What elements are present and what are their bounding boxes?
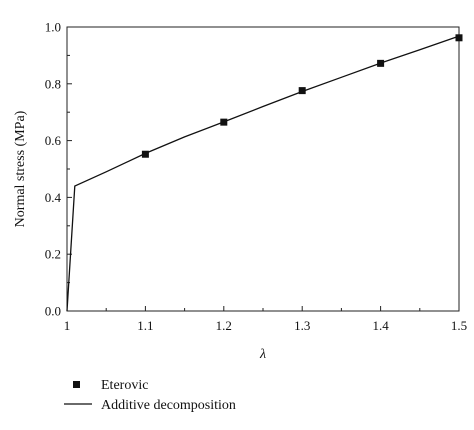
y-tick-label: 0.4 [45,190,62,205]
x-tick-label: 1.2 [216,318,232,333]
data-point-eterovic [220,118,228,126]
x-axis: 1 1.1 1.2 1.3 1.4 1.5 [64,306,467,333]
y-tick-label: 0.0 [45,304,61,319]
y-tick-label: 0.6 [45,133,62,148]
x-tick-label: 1.5 [451,318,467,333]
data-point-eterovic [141,150,149,158]
data-point-eterovic [377,59,385,67]
x-tick-label: 1.3 [294,318,310,333]
plot-area [66,26,460,312]
y-tick-label: 0.8 [45,76,61,91]
y-tick-label: 1.0 [45,20,61,35]
y-axis-title: Normal stress (MPa) [13,110,28,227]
x-tick-label: 1.1 [137,318,153,333]
x-tick-label: 1.4 [372,318,389,333]
y-axis: 0.0 0.2 0.4 0.6 0.8 1.0 [45,20,72,319]
x-axis-title: λ [259,347,266,362]
y-tick-label: 0.2 [45,247,61,262]
legend-label-eterovic: Eterovic [101,378,148,393]
legend: Eterovic Additive decomposition [64,378,236,413]
series-layer [66,34,463,312]
data-point-eterovic [455,34,463,42]
data-point-eterovic [298,87,306,95]
x-tick-label: 1 [64,318,71,333]
series-line-additive-decomposition [66,35,460,312]
plot-frame [66,26,460,312]
legend-marker-eterovic [73,381,80,388]
legend-label-additive-decomposition: Additive decomposition [101,398,236,413]
